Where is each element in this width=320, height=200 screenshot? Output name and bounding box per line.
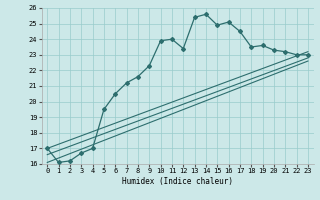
X-axis label: Humidex (Indice chaleur): Humidex (Indice chaleur): [122, 177, 233, 186]
